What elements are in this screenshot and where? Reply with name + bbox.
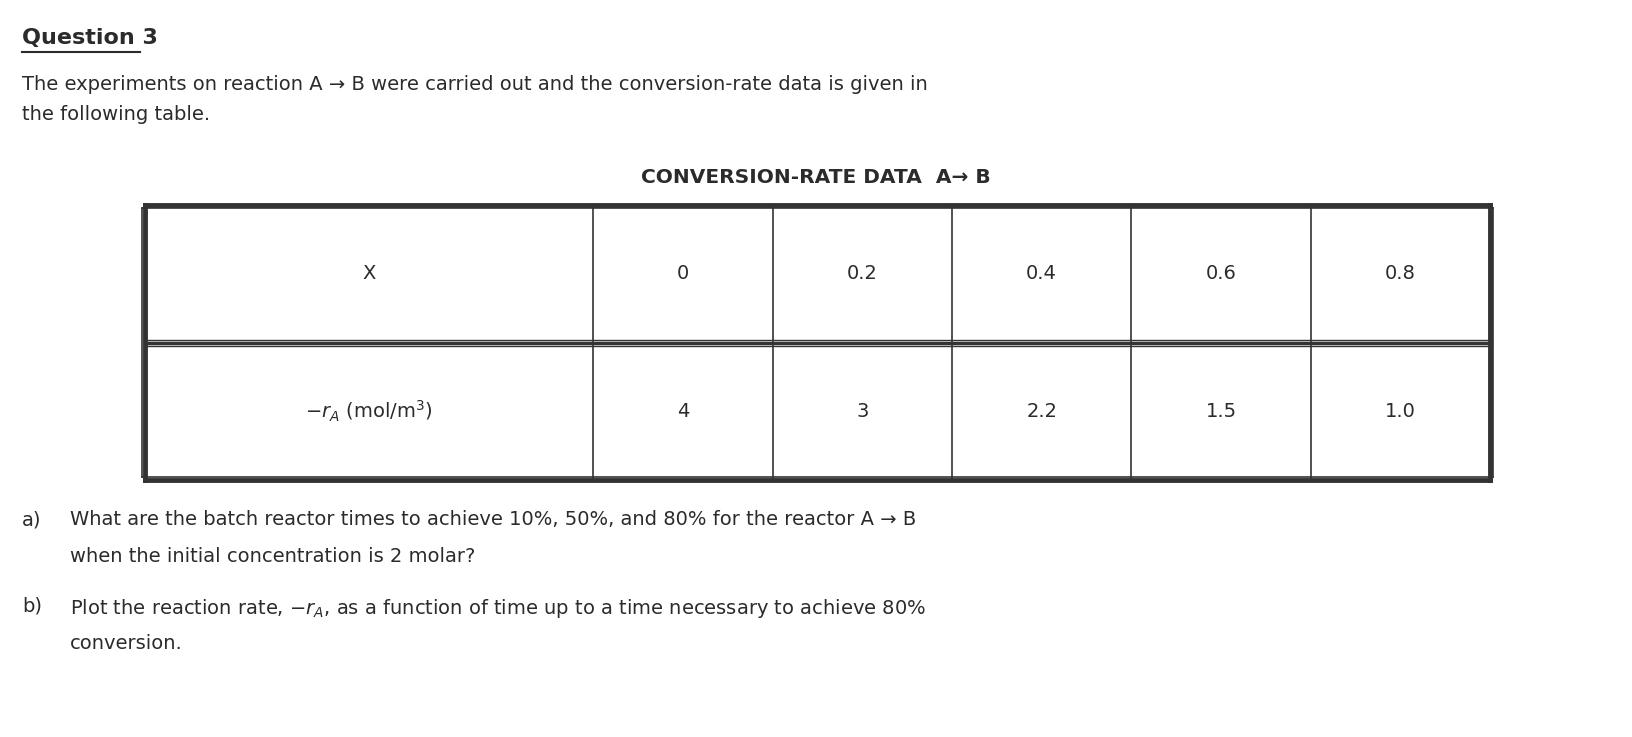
Text: Question 3: Question 3 — [21, 28, 158, 48]
Text: b): b) — [21, 597, 42, 616]
Text: X: X — [362, 265, 375, 283]
Text: the following table.: the following table. — [21, 105, 211, 124]
Text: 4: 4 — [677, 402, 689, 421]
Text: a): a) — [21, 510, 41, 529]
Text: What are the batch reactor times to achieve 10%, 50%, and 80% for the reactor A : What are the batch reactor times to achi… — [70, 510, 916, 529]
Text: 3: 3 — [857, 402, 868, 421]
Text: CONVERSION-RATE DATA  A→ B: CONVERSION-RATE DATA A→ B — [641, 168, 991, 187]
Text: 0.2: 0.2 — [847, 265, 878, 283]
Text: 2.2: 2.2 — [1027, 402, 1058, 421]
Text: 0.6: 0.6 — [1206, 265, 1237, 283]
Text: 0.8: 0.8 — [1386, 265, 1417, 283]
Text: when the initial concentration is 2 molar?: when the initial concentration is 2 mola… — [70, 547, 475, 566]
Text: $-r_A\ \mathregular{(mol/m}^3\mathregular{)}$: $-r_A\ \mathregular{(mol/m}^3\mathregula… — [305, 399, 432, 424]
Text: 1.0: 1.0 — [1386, 402, 1417, 421]
Text: The experiments on reaction A → B were carried out and the conversion-rate data : The experiments on reaction A → B were c… — [21, 75, 927, 94]
Text: Plot the reaction rate, $-r_{A}$, as a function of time up to a time necessary t: Plot the reaction rate, $-r_{A}$, as a f… — [70, 597, 925, 620]
Text: 0.4: 0.4 — [1027, 265, 1058, 283]
Text: 0: 0 — [677, 265, 689, 283]
Text: 1.5: 1.5 — [1206, 402, 1237, 421]
Text: conversion.: conversion. — [70, 634, 183, 653]
